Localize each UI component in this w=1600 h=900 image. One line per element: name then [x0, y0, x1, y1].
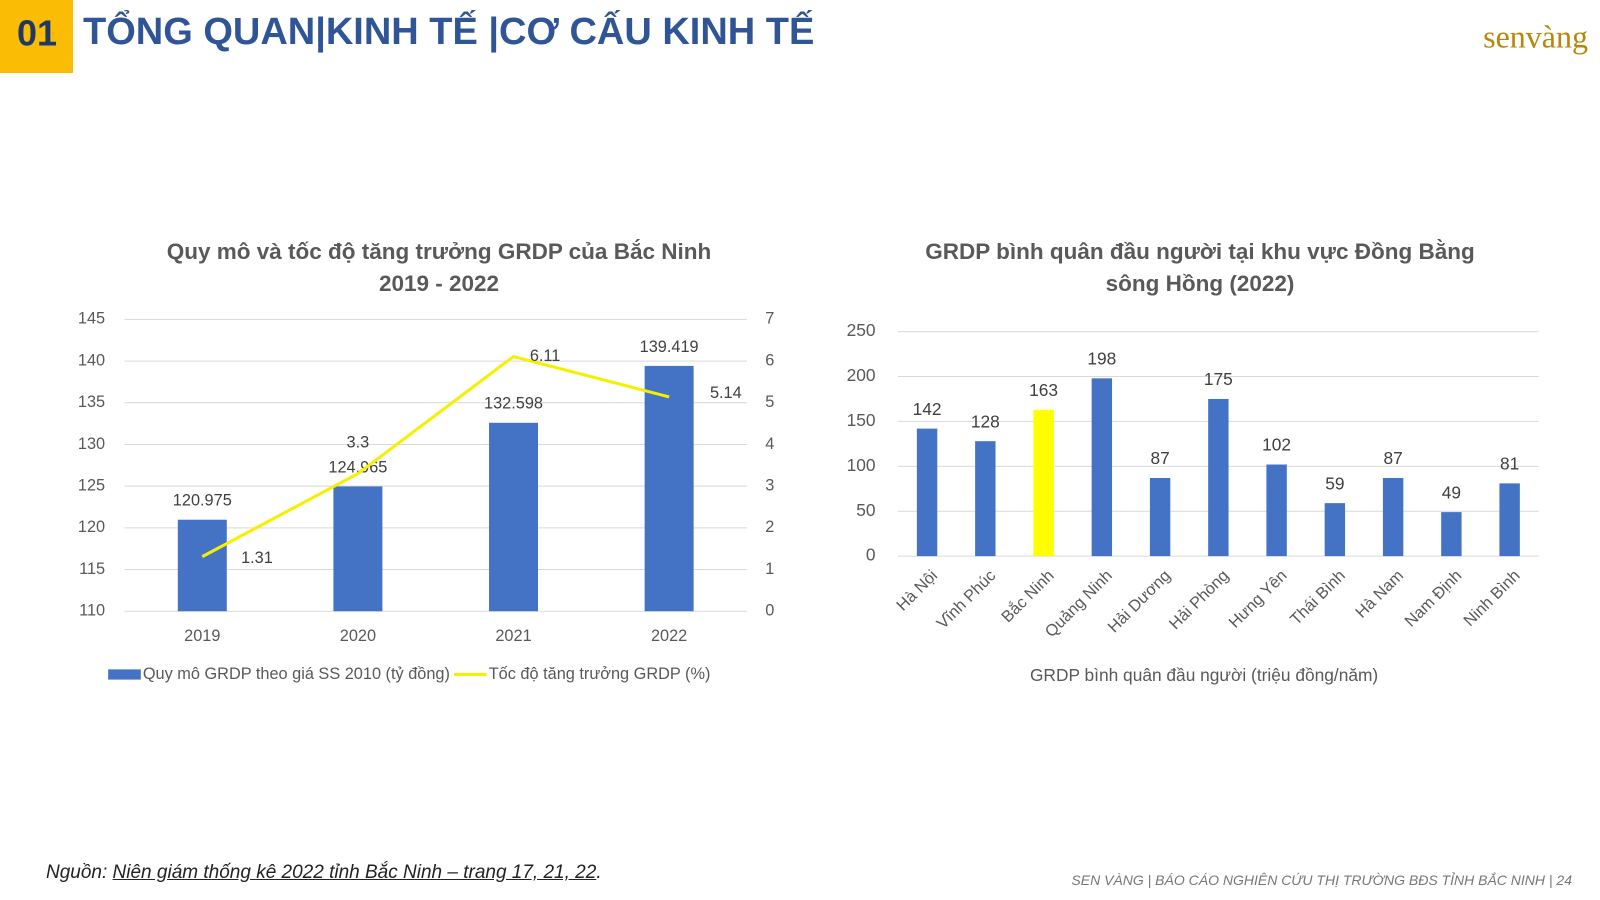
data-label: 6.11 [530, 347, 561, 365]
bar [1266, 464, 1287, 557]
data-label: 102 [1262, 435, 1291, 455]
line [201, 354, 670, 558]
y2-tick-label: 5 [765, 393, 774, 411]
x-tick-label: Hải Phòng [1166, 567, 1233, 634]
y2-tick-label: 2 [765, 518, 774, 536]
x-tick-label: Bắc Ninh [997, 566, 1057, 626]
bar [1382, 477, 1404, 557]
source-prefix: Nguồn: [46, 862, 113, 883]
y2-tick-label: 1 [765, 560, 774, 578]
data-label: 175 [1204, 369, 1233, 389]
page-title: TỔNG QUAN|KINH TẾ |CƠ CẤU KINH TẾ [83, 8, 814, 53]
x-tick-label: Hà Nam [1352, 567, 1407, 622]
bar [1149, 477, 1171, 557]
y-tick-label: 115 [79, 560, 105, 578]
legend-swatch [108, 669, 141, 680]
y-tick-label: 125 [78, 476, 105, 494]
legend-label: Quy mô GRDP theo giá SS 2010 (tỷ đồng) [143, 665, 450, 683]
bar [333, 486, 383, 612]
bar [177, 519, 227, 612]
data-label: 198 [1087, 349, 1116, 369]
y-tick-label: 130 [78, 435, 105, 453]
x-axis-label: GRDP bình quân đầu người (triệu đồng/năm… [1030, 665, 1378, 685]
y2-tick-label: 0 [765, 602, 774, 620]
y2-tick-label: 7 [765, 310, 774, 328]
bar [1324, 503, 1346, 557]
bar [1091, 378, 1113, 557]
source-suffix: . [596, 862, 602, 883]
y2-tick-label: 6 [765, 351, 774, 369]
data-label: 120.975 [173, 492, 232, 510]
y-tick-label: 100 [847, 455, 876, 475]
y-tick-label: 145 [78, 310, 105, 328]
logo: senvàng [1483, 18, 1588, 54]
x-tick-label: Hà Nội [893, 567, 941, 615]
x-tick-label: 2021 [495, 627, 531, 645]
bar [1033, 409, 1054, 557]
y-tick-label: 110 [79, 602, 105, 620]
data-label: 87 [1150, 448, 1169, 468]
charts: 110 115 120 125 130 135 140 145 0 1 2 3 4 5 6 7 2019 2020… [78, 310, 1539, 685]
x-tick-label: 2019 [184, 627, 220, 645]
data-label: 3.3 [347, 433, 370, 451]
y2-tick-label: 4 [765, 435, 774, 453]
footer: SEN VÀNG | BÁO CÁO NGHIÊN CỨU THỊ TRƯỜNG… [1071, 872, 1572, 888]
y2-tick-label: 3 [765, 476, 774, 494]
bar [1208, 398, 1229, 557]
y-tick-label: 140 [78, 351, 105, 369]
y-tick-label: 120 [78, 518, 105, 536]
data-label: 132.598 [484, 395, 543, 413]
bar [644, 365, 694, 612]
x-tick-label: Hưng Yên [1226, 567, 1291, 632]
data-label: 59 [1325, 473, 1344, 493]
data-label: 163 [1029, 380, 1058, 400]
legend-label: Tốc độ tăng trưởng GRDP (%) [489, 665, 711, 683]
bar [975, 441, 996, 557]
source: Nguồn: Niên giám thống kê 2022 tỉnh Bắc … [46, 862, 602, 884]
x-tick-label: 2020 [340, 627, 376, 645]
x-tick-label: Hải Dương [1104, 567, 1174, 637]
y-tick-label: 50 [856, 500, 875, 520]
x-tick-label: Nam Định [1401, 567, 1465, 631]
data-label: 139.419 [640, 338, 699, 356]
y-tick-label: 250 [847, 320, 876, 340]
y-tick-label: 200 [847, 365, 876, 385]
x-tick-label: Vĩnh Phúc [933, 567, 999, 633]
y-tick-label: 150 [847, 410, 876, 430]
y-tick-label: 0 [866, 545, 876, 565]
data-label: 81 [1500, 454, 1519, 474]
x-tick-label: Thái Bình [1287, 567, 1349, 629]
bar [489, 422, 539, 612]
data-label: 142 [913, 399, 942, 419]
x-tick-label: Ninh Bình [1460, 567, 1523, 630]
section-number: 01 [17, 13, 57, 54]
bar [1499, 483, 1520, 557]
bar [916, 428, 938, 557]
data-label: 87 [1383, 448, 1402, 468]
data-label: 128 [971, 411, 1000, 431]
data-label: 1.31 [241, 549, 273, 567]
chart-title: Quy mô và tốc độ tăng trưởng GRDP của Bắ… [166, 239, 712, 296]
chart-title: GRDP bình quân đầu người tại khu vực Đồn… [925, 239, 1475, 296]
data-label: 5.14 [710, 384, 742, 402]
x-tick-label: 2022 [651, 627, 687, 645]
source-link[interactable]: Niên giám thống kê 2022 tỉnh Bắc Ninh – … [112, 862, 597, 883]
y-tick-label: 135 [78, 393, 105, 411]
data-label: 49 [1442, 482, 1461, 502]
bar [1441, 512, 1462, 557]
number-box [0, 0, 73, 73]
